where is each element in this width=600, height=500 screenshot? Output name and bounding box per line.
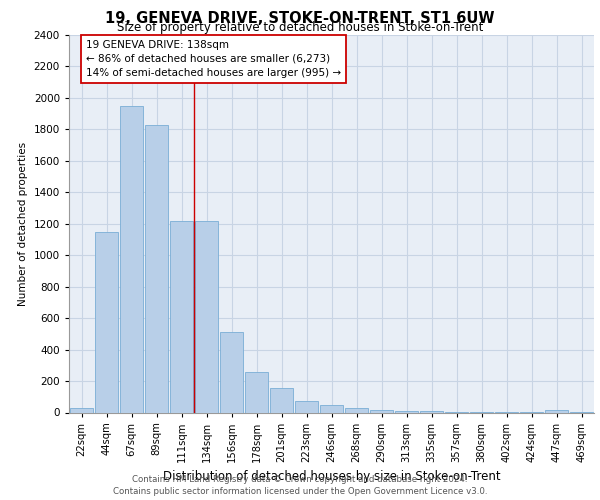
Bar <box>119 106 143 412</box>
Bar <box>545 410 568 412</box>
Bar <box>245 372 268 412</box>
Bar <box>419 411 443 412</box>
Bar <box>70 408 94 412</box>
Bar <box>295 402 319 412</box>
Bar <box>395 410 418 412</box>
Bar <box>320 404 343 412</box>
X-axis label: Distribution of detached houses by size in Stoke-on-Trent: Distribution of detached houses by size … <box>163 470 500 483</box>
Text: Contains HM Land Registry data © Crown copyright and database right 2024.
Contai: Contains HM Land Registry data © Crown c… <box>113 474 487 496</box>
Text: 19 GENEVA DRIVE: 138sqm
← 86% of detached houses are smaller (6,273)
14% of semi: 19 GENEVA DRIVE: 138sqm ← 86% of detache… <box>86 40 341 78</box>
Bar <box>194 220 218 412</box>
Bar <box>145 124 169 412</box>
Bar <box>344 408 368 412</box>
Bar <box>95 232 118 412</box>
Bar <box>370 410 394 412</box>
Bar <box>170 220 193 412</box>
Text: Size of property relative to detached houses in Stoke-on-Trent: Size of property relative to detached ho… <box>117 22 483 35</box>
Y-axis label: Number of detached properties: Number of detached properties <box>18 142 28 306</box>
Text: 19, GENEVA DRIVE, STOKE-ON-TRENT, ST1 6UW: 19, GENEVA DRIVE, STOKE-ON-TRENT, ST1 6U… <box>105 11 495 26</box>
Bar <box>269 388 293 412</box>
Bar <box>220 332 244 412</box>
